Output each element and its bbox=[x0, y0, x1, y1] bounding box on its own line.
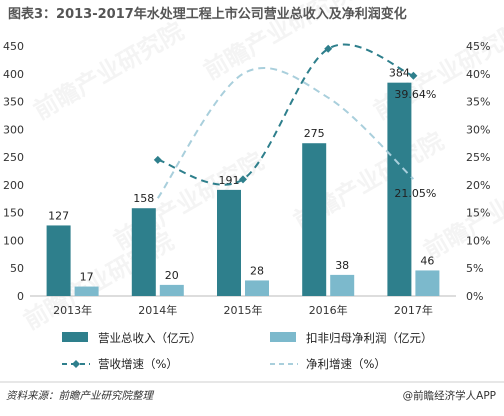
y-left-tick-label: 200 bbox=[3, 179, 24, 192]
bar-profit bbox=[74, 286, 99, 296]
bar-profit bbox=[245, 280, 269, 296]
y-left-tick-label: 100 bbox=[3, 234, 24, 247]
y-left-tick-label: 350 bbox=[3, 96, 24, 109]
legend-label: 营业总收入（亿元） bbox=[98, 331, 202, 345]
x-tick-label: 2017年 bbox=[394, 303, 433, 317]
bar-value-label: 20 bbox=[165, 269, 179, 282]
revenue-growth-marker bbox=[153, 155, 162, 164]
revenue-growth-marker bbox=[324, 44, 333, 53]
bar-value-label: 158 bbox=[133, 192, 154, 205]
bar-value-label: 46 bbox=[420, 254, 434, 267]
y-right-tick-label: 0% bbox=[466, 290, 483, 303]
x-tick-label: 2014年 bbox=[138, 303, 177, 317]
annotation-profit-growth: 21.05% bbox=[394, 187, 436, 200]
legend-swatch bbox=[270, 332, 296, 342]
source-note: 资料来源：前瞻产业研究院整理 bbox=[6, 390, 153, 402]
revenue-growth-marker bbox=[409, 71, 418, 80]
y-right-tick-label: 30% bbox=[466, 123, 490, 136]
y-left-tick-label: 150 bbox=[3, 207, 24, 220]
y-right-tick-label: 20% bbox=[466, 179, 490, 192]
x-tick-label: 2016年 bbox=[309, 303, 348, 317]
bar-revenue bbox=[217, 189, 241, 296]
y-right-tick-label: 25% bbox=[466, 151, 490, 164]
profit-growth-line bbox=[156, 67, 415, 199]
x-tick-label: 2015年 bbox=[224, 303, 263, 317]
brand-note: @前瞻经济学人APP bbox=[402, 390, 496, 402]
watermark-text: 前瞻产业研究院 bbox=[199, 0, 358, 85]
legend-marker bbox=[72, 360, 80, 368]
legend-swatch bbox=[62, 332, 88, 342]
y-left-tick-label: 250 bbox=[3, 151, 24, 164]
y-left-tick-label: 0 bbox=[17, 290, 24, 303]
y-left-tick-label: 50 bbox=[10, 262, 24, 275]
revenue-growth-marker bbox=[239, 175, 247, 184]
y-left-tick-label: 450 bbox=[3, 40, 24, 53]
watermark-text: 前瞻产业研究院 bbox=[419, 157, 504, 265]
y-right-tick-label: 40% bbox=[466, 68, 490, 81]
y-left-tick-label: 300 bbox=[3, 123, 24, 136]
watermark-text: 前瞻产业研究院 bbox=[29, 17, 188, 125]
legend-label: 营收增速（%） bbox=[98, 357, 178, 371]
bar-revenue bbox=[302, 143, 327, 296]
bar-revenue bbox=[46, 225, 71, 296]
bar-value-label: 384 bbox=[389, 67, 410, 80]
bar-value-label: 191 bbox=[219, 174, 240, 187]
annotation-revenue-growth: 39.64% bbox=[394, 88, 436, 101]
y-right-tick-label: 10% bbox=[466, 234, 490, 247]
bar-profit bbox=[330, 274, 355, 296]
bar-revenue bbox=[131, 208, 156, 296]
bar-revenue bbox=[387, 82, 412, 297]
bar-profit bbox=[159, 284, 184, 296]
y-right-tick-label: 35% bbox=[466, 96, 490, 109]
bar-value-label: 275 bbox=[304, 127, 325, 140]
x-tick-label: 2013年 bbox=[53, 303, 92, 317]
legend-label: 扣非归母净利润（亿元） bbox=[306, 331, 433, 345]
bar-value-label: 38 bbox=[335, 259, 349, 272]
revenue-growth-line bbox=[157, 43, 414, 186]
y-right-tick-label: 45% bbox=[466, 40, 490, 53]
chart-title: 图表3：2013-2017年水处理工程上市公司营业总收入及净利润变化 bbox=[8, 7, 407, 22]
y-left-tick-label: 400 bbox=[3, 68, 24, 81]
bar-value-label: 127 bbox=[48, 209, 69, 222]
legend-label: 净利增速（%） bbox=[306, 357, 386, 371]
bar-profit bbox=[415, 270, 440, 296]
bar-value-label: 17 bbox=[80, 271, 94, 284]
bar-value-label: 28 bbox=[250, 264, 264, 277]
y-right-tick-label: 15% bbox=[466, 207, 490, 220]
y-right-tick-label: 5% bbox=[466, 262, 483, 275]
